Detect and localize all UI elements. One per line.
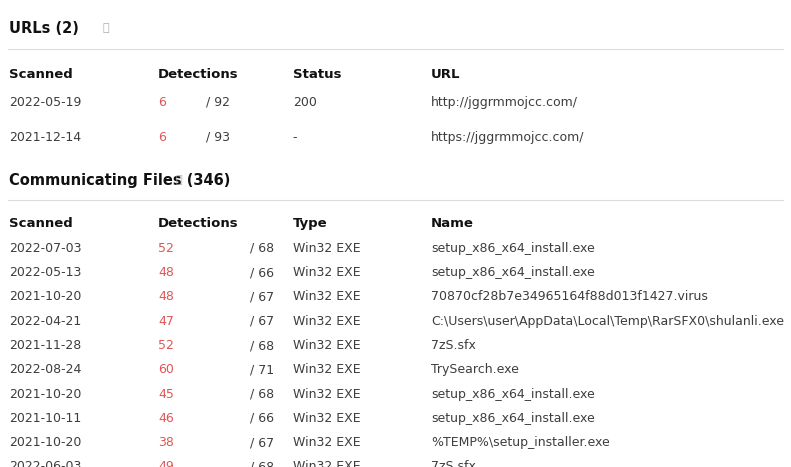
- Text: 7zS.sfx: 7zS.sfx: [431, 339, 476, 352]
- Text: 2022-05-13: 2022-05-13: [9, 266, 81, 279]
- Text: %TEMP%\setup_installer.exe: %TEMP%\setup_installer.exe: [431, 436, 610, 449]
- Text: 2021-10-20: 2021-10-20: [9, 388, 81, 401]
- Text: https://jggrmmojcc.com/: https://jggrmmojcc.com/: [431, 131, 585, 144]
- Text: / 66: / 66: [247, 412, 274, 425]
- Text: C:\Users\user\AppData\Local\Temp\RarSFX0\shulanli.exe: C:\Users\user\AppData\Local\Temp\RarSFX0…: [431, 315, 784, 328]
- Text: 2021-12-14: 2021-12-14: [9, 131, 81, 144]
- Text: Scanned: Scanned: [9, 68, 74, 81]
- Text: 52: 52: [158, 242, 174, 255]
- Text: setup_x86_x64_install.exe: setup_x86_x64_install.exe: [431, 266, 595, 279]
- Text: TrySearch.exe: TrySearch.exe: [431, 363, 519, 376]
- Text: 200: 200: [293, 96, 316, 109]
- Text: / 68: / 68: [247, 339, 274, 352]
- Text: 6: 6: [158, 131, 166, 144]
- Text: Detections: Detections: [158, 217, 239, 230]
- Text: Win32 EXE: Win32 EXE: [293, 460, 360, 467]
- Text: Win32 EXE: Win32 EXE: [293, 290, 360, 304]
- Text: 46: 46: [158, 412, 174, 425]
- Text: -: -: [293, 131, 297, 144]
- Text: / 67: / 67: [247, 315, 274, 328]
- Text: 6: 6: [158, 96, 166, 109]
- Text: Scanned: Scanned: [9, 217, 74, 230]
- Text: http://jggrmmojcc.com/: http://jggrmmojcc.com/: [431, 96, 578, 109]
- Text: setup_x86_x64_install.exe: setup_x86_x64_install.exe: [431, 412, 595, 425]
- Text: 2021-10-20: 2021-10-20: [9, 290, 81, 304]
- Text: URL: URL: [431, 68, 460, 81]
- Text: 60: 60: [158, 363, 174, 376]
- Text: / 68: / 68: [247, 460, 274, 467]
- Text: 45: 45: [158, 388, 174, 401]
- Text: / 68: / 68: [247, 388, 274, 401]
- Text: 48: 48: [158, 266, 174, 279]
- Text: / 66: / 66: [247, 266, 274, 279]
- Text: setup_x86_x64_install.exe: setup_x86_x64_install.exe: [431, 242, 595, 255]
- Text: / 92: / 92: [202, 96, 230, 109]
- Text: Detections: Detections: [158, 68, 239, 81]
- Text: 2022-06-03: 2022-06-03: [9, 460, 81, 467]
- Text: 2021-10-11: 2021-10-11: [9, 412, 81, 425]
- Text: / 67: / 67: [247, 290, 274, 304]
- Text: Win32 EXE: Win32 EXE: [293, 388, 360, 401]
- Text: 48: 48: [158, 290, 174, 304]
- Text: URLs (2): URLs (2): [9, 21, 79, 36]
- Text: Win32 EXE: Win32 EXE: [293, 363, 360, 376]
- Text: Type: Type: [293, 217, 327, 230]
- Text: ⓘ: ⓘ: [176, 175, 182, 185]
- Text: Win32 EXE: Win32 EXE: [293, 436, 360, 449]
- Text: 2022-05-19: 2022-05-19: [9, 96, 81, 109]
- Text: 2021-10-20: 2021-10-20: [9, 436, 81, 449]
- Text: ⓘ: ⓘ: [103, 23, 109, 33]
- Text: / 67: / 67: [247, 436, 274, 449]
- Text: 2022-08-24: 2022-08-24: [9, 363, 81, 376]
- Text: / 71: / 71: [247, 363, 274, 376]
- Text: 2021-11-28: 2021-11-28: [9, 339, 81, 352]
- Text: Win32 EXE: Win32 EXE: [293, 315, 360, 328]
- Text: Name: Name: [431, 217, 474, 230]
- Text: 52: 52: [158, 339, 174, 352]
- Text: 2022-04-21: 2022-04-21: [9, 315, 81, 328]
- Text: / 68: / 68: [247, 242, 274, 255]
- Text: 70870cf28b7e34965164f88d013f1427.virus: 70870cf28b7e34965164f88d013f1427.virus: [431, 290, 708, 304]
- Text: Win32 EXE: Win32 EXE: [293, 412, 360, 425]
- Text: Win32 EXE: Win32 EXE: [293, 339, 360, 352]
- Text: 47: 47: [158, 315, 174, 328]
- Text: 38: 38: [158, 436, 174, 449]
- Text: 49: 49: [158, 460, 174, 467]
- Text: / 93: / 93: [202, 131, 230, 144]
- Text: Win32 EXE: Win32 EXE: [293, 266, 360, 279]
- Text: Win32 EXE: Win32 EXE: [293, 242, 360, 255]
- Text: setup_x86_x64_install.exe: setup_x86_x64_install.exe: [431, 388, 595, 401]
- Text: 7zS.sfx: 7zS.sfx: [431, 460, 476, 467]
- Text: Status: Status: [293, 68, 341, 81]
- Text: 2022-07-03: 2022-07-03: [9, 242, 82, 255]
- Text: Communicating Files (346): Communicating Files (346): [9, 173, 231, 188]
